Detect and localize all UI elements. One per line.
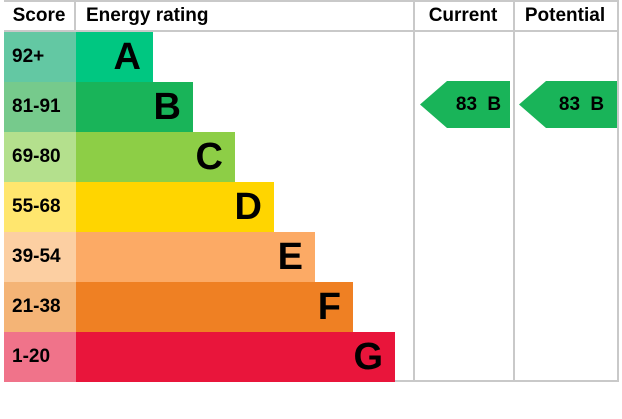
band-score-e: 39-54 (4, 232, 76, 282)
band-score-c: 69-80 (4, 132, 76, 182)
band-bar-a: A (76, 32, 153, 82)
band-row-g: 1-20 G (4, 332, 617, 382)
epc-table: Score Energy rating Current Potential 92… (4, 0, 619, 382)
band-score-d: 55-68 (4, 182, 76, 232)
current-rating-arrow: 83 B (420, 81, 510, 128)
band-row-b: 81-91 B (4, 82, 617, 132)
header-energy-rating: Energy rating (86, 5, 209, 26)
band-letter-e: E (277, 236, 303, 278)
band-letter-g: G (353, 336, 383, 378)
band-bar-g: G (76, 332, 395, 382)
header-current: Current (428, 5, 498, 26)
band-score-g: 1-20 (4, 332, 76, 382)
band-letter-a: A (113, 36, 141, 78)
band-bar-d: D (76, 182, 274, 232)
band-bar-e: E (76, 232, 315, 282)
header-score: Score (4, 2, 76, 30)
band-bar-c: C (76, 132, 235, 182)
table-header: Score Energy rating Current Potential (4, 2, 617, 32)
band-letter-c: C (195, 136, 223, 178)
band-score-f: 21-38 (4, 282, 76, 332)
band-row-c: 69-80 C (4, 132, 617, 182)
band-score-a: 92+ (4, 32, 76, 82)
band-score-b: 81-91 (4, 82, 76, 132)
band-row-a: 92+ A (4, 32, 617, 82)
band-letter-d: D (234, 186, 262, 228)
band-row-e: 39-54 E (4, 232, 617, 282)
header-potential: Potential (524, 5, 606, 26)
band-letter-b: B (153, 86, 181, 128)
band-row-d: 55-68 D (4, 182, 617, 232)
band-bar-f: F (76, 282, 353, 332)
band-bar-b: B (76, 82, 193, 132)
current-column-border (413, 2, 415, 380)
band-row-f: 21-38 F (4, 282, 617, 332)
band-letter-f: F (317, 286, 341, 328)
potential-column-border (513, 2, 515, 380)
